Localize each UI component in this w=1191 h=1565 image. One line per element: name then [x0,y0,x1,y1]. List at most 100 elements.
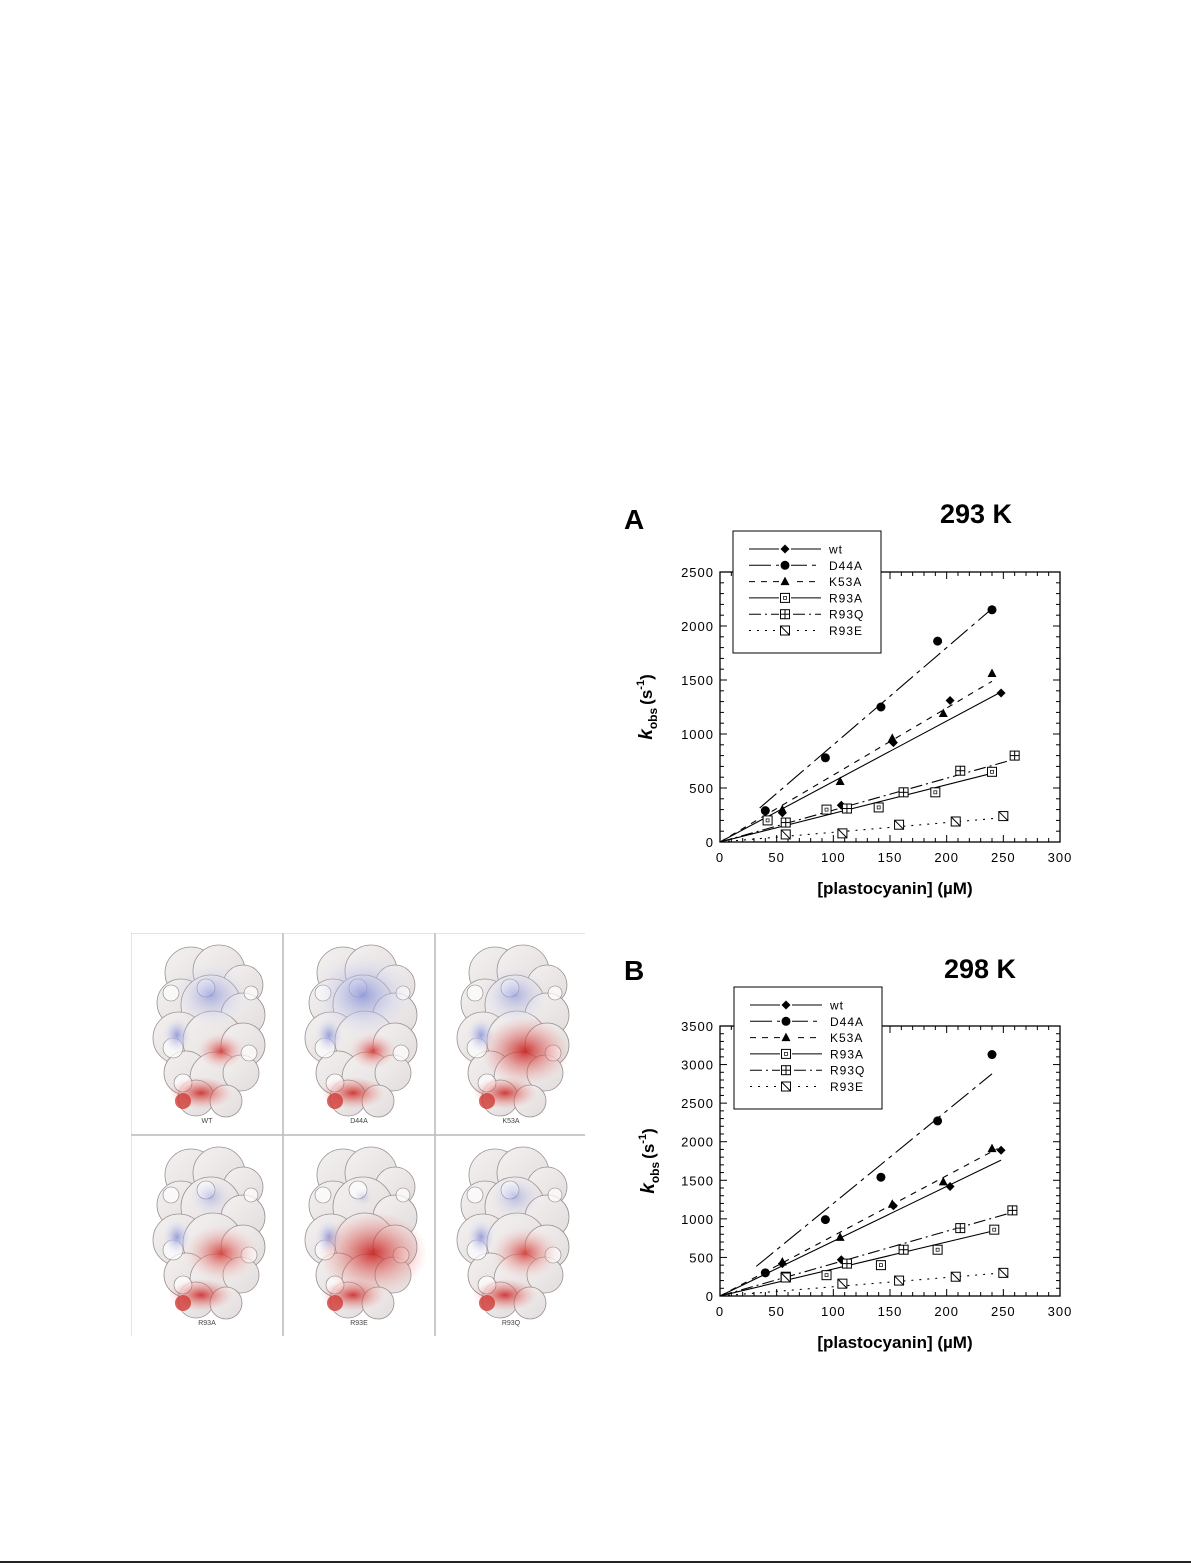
data-point [987,1050,997,1060]
legend: wt D44A K53A R93A R93Q R93E [732,530,882,654]
data-point [998,1267,1009,1278]
data-point [837,828,848,839]
legend: wt D44A K53A R93A R93Q R93E [733,986,883,1110]
x-tick-label: 300 [1048,850,1073,865]
data-point [938,708,948,717]
data-point [836,800,846,810]
data-point [930,787,941,798]
y-tick-label: 0 [706,1289,714,1304]
data-point [987,1143,997,1153]
x-tick-label: 50 [768,850,784,865]
x-tick-label: 0 [716,850,724,865]
panel-label-b: B [624,955,644,986]
data-point [950,1271,961,1282]
data-point [887,1199,897,1208]
data-point [821,1270,832,1281]
x-axis-label: [plastocyanin] (µM) [817,1333,972,1352]
legend-label: R93A [830,1047,864,1061]
y-tick-label: 500 [689,1250,714,1265]
data-point [876,1172,886,1182]
data-point [996,688,1006,698]
y-tick-label: 1000 [681,727,714,742]
legend-label: wt [829,999,844,1013]
x-tick-label: 50 [768,1304,784,1319]
legend-marker [781,1065,791,1076]
data-point [989,1224,1000,1235]
data-point [760,806,770,816]
data-point [821,804,832,815]
surface-model: R93Q [456,1146,570,1327]
data-point [987,605,997,615]
legend-label: D44A [830,1015,864,1029]
x-tick-label: 250 [991,1304,1016,1319]
data-point [836,1255,846,1265]
data-point [933,1116,943,1126]
data-point [780,1272,791,1283]
legend-label: R93E [830,1080,864,1094]
legend-marker [781,1016,791,1026]
data-point [1007,1205,1018,1216]
y-tick-label: 1500 [681,673,714,688]
fit-line [759,608,993,809]
legend-marker [781,1000,791,1010]
y-tick-label: 2000 [681,619,714,634]
structure-label: R93Q [502,1320,521,1327]
structure-label: WT [202,1118,214,1125]
legend-marker [781,1032,791,1042]
y-tick-label: 3000 [681,1058,714,1073]
structure-label: D44A [350,1118,368,1125]
data-point [875,1260,886,1271]
data-point [841,1258,852,1269]
legend-marker [781,1048,791,1059]
data-point [932,1244,943,1255]
x-tick-label: 300 [1048,1304,1073,1319]
data-point [777,804,787,814]
data-point [894,1275,905,1286]
panel-label-a: A [624,504,644,535]
data-point [894,819,905,830]
surface-model: R93E [304,1146,428,1327]
legend-label: D44A [829,559,863,573]
data-point [938,1176,948,1186]
structure-label: K53A [502,1118,519,1125]
legend-label: K53A [830,1031,863,1045]
data-point [955,765,966,776]
data-point [1009,750,1020,761]
data-point [762,815,773,826]
y-tick-label: 500 [689,781,714,796]
y-axis-label: kobs(s-1) [637,1128,662,1194]
legend-marker [780,576,790,586]
data-point [841,803,852,814]
x-tick-label: 150 [878,850,903,865]
legend-marker [780,544,790,554]
structure-label: R93E [350,1320,368,1327]
data-point [835,1232,845,1241]
y-tick-label: 2500 [681,565,714,580]
data-point [780,817,791,828]
chart-298k: B 298 K 0 50 100 150 200 250 30005001000150020… [624,954,1073,1352]
electrostatic-surface-panel: WT D44A K53A R93A R93E R93Q [131,933,585,1336]
data-point [987,766,997,777]
data-point [945,696,955,706]
legend-marker [780,609,790,620]
data-point [835,776,845,786]
data-point [945,1181,955,1191]
data-point [998,811,1009,822]
data-point [898,787,909,798]
y-tick-label: 3500 [681,1019,714,1034]
x-tick-label: 200 [934,1304,959,1319]
x-tick-label: 100 [821,1304,846,1319]
data-point [820,753,830,763]
structure-label: R93A [198,1320,216,1327]
fit-line [720,772,993,842]
y-tick-label: 2500 [681,1096,714,1111]
chart-293k: A 293 K 0 50 100 150 200 250 300 0 500 1000 1500 20… [624,499,1073,898]
legend-marker [780,560,790,570]
x-tick-label: 100 [821,850,846,865]
y-tick-label: 1500 [681,1173,714,1188]
data-point [760,1268,770,1278]
y-tick-label: 2000 [681,1135,714,1150]
data-point [780,829,791,840]
data-point [887,733,897,742]
fit-line [755,1073,993,1267]
